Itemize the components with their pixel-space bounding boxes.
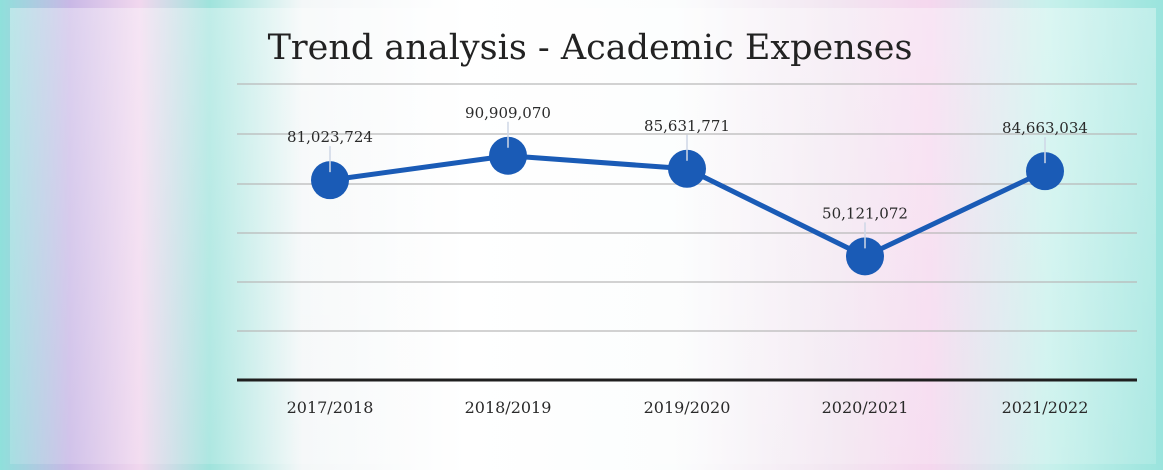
x-tick-label: 2019/2020 [644,398,731,417]
data-points [311,136,1064,276]
x-tick-label: 2018/2019 [465,398,552,417]
data-point [1026,152,1064,191]
data-point [311,161,349,200]
data-point [668,149,706,188]
data-label: 81,023,724 [287,128,373,146]
x-tick-label: 2021/2022 [1002,398,1089,417]
x-tick-label: 2020/2021 [822,398,909,417]
data-label: 84,663,034 [1002,119,1088,137]
data-point [846,237,884,276]
data-labels: 81,023,724 90,909,070 85,631,771 50,121,072… [287,104,1088,249]
data-label: 90,909,070 [465,104,551,122]
chart-title: Trend analysis - Academic Expenses [267,28,913,68]
data-label: 50,121,072 [822,204,908,222]
x-tick-label: 2017/2018 [287,398,374,417]
data-point [489,136,527,175]
data-label: 85,631,771 [644,117,730,135]
x-tick-labels: 2017/2018 2018/2019 2019/2020 2020/2021 2021… [287,398,1089,417]
